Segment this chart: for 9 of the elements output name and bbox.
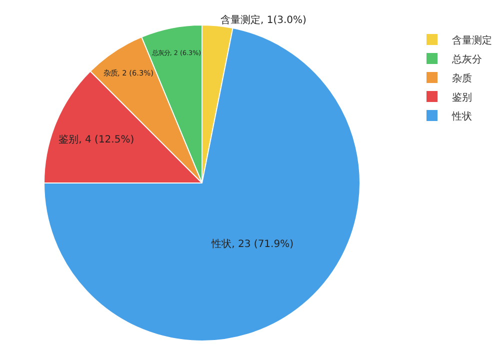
legend-label: 含量测定 <box>452 34 492 46</box>
data-label: 性状, 23 (71.9%) <box>210 238 294 250</box>
data-label: 鉴别, 4 (12.5%) <box>58 133 134 146</box>
data-label: 杂质, 2 (6.3%) <box>104 68 154 78</box>
legend-label: 鉴别 <box>452 91 472 104</box>
legend-label: 总灰分 <box>451 53 482 66</box>
data-label: 含量测定, 1(3.0%) <box>220 14 307 26</box>
legend-label: 性状 <box>451 110 472 122</box>
legend-label: 杂质 <box>452 72 472 84</box>
